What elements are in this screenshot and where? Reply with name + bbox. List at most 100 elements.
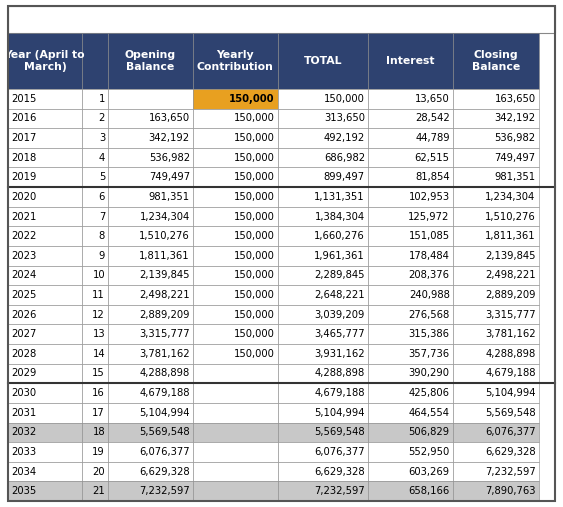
Bar bbox=[278, 285, 368, 305]
Text: 150,000: 150,000 bbox=[234, 290, 275, 300]
Text: 1,660,276: 1,660,276 bbox=[314, 231, 365, 241]
Text: 2,889,209: 2,889,209 bbox=[140, 310, 190, 319]
Text: 6,076,377: 6,076,377 bbox=[314, 447, 365, 457]
Text: 2016: 2016 bbox=[11, 114, 37, 123]
Text: 1,384,304: 1,384,304 bbox=[315, 211, 365, 222]
Bar bbox=[8, 187, 82, 207]
Bar bbox=[193, 187, 278, 207]
Text: 2033: 2033 bbox=[11, 447, 36, 457]
Bar bbox=[82, 481, 108, 501]
Bar bbox=[368, 128, 453, 148]
Bar bbox=[368, 148, 453, 167]
Bar bbox=[82, 226, 108, 246]
Text: 13,650: 13,650 bbox=[415, 94, 450, 104]
Bar bbox=[82, 89, 108, 108]
Bar bbox=[193, 246, 278, 266]
Bar bbox=[193, 33, 278, 89]
Text: 6,629,328: 6,629,328 bbox=[314, 466, 365, 477]
Bar bbox=[8, 246, 82, 266]
Bar bbox=[108, 167, 193, 187]
Bar bbox=[453, 226, 539, 246]
Bar bbox=[278, 324, 368, 344]
Text: 163,650: 163,650 bbox=[494, 94, 535, 104]
Text: 5,569,548: 5,569,548 bbox=[485, 408, 535, 418]
Text: 3,315,777: 3,315,777 bbox=[485, 310, 535, 319]
Text: 8: 8 bbox=[99, 231, 105, 241]
Text: 4,679,188: 4,679,188 bbox=[140, 388, 190, 398]
Text: 9: 9 bbox=[99, 251, 105, 261]
Text: 2034: 2034 bbox=[11, 466, 36, 477]
Text: 150,000: 150,000 bbox=[234, 349, 275, 359]
Bar bbox=[368, 324, 453, 344]
Text: 1,510,276: 1,510,276 bbox=[139, 231, 190, 241]
Bar bbox=[368, 207, 453, 226]
Bar bbox=[8, 285, 82, 305]
Text: 2035: 2035 bbox=[11, 486, 36, 496]
Text: 2019: 2019 bbox=[11, 172, 37, 183]
Bar bbox=[453, 422, 539, 442]
Bar bbox=[82, 108, 108, 128]
Text: 2022: 2022 bbox=[11, 231, 37, 241]
Bar bbox=[193, 108, 278, 128]
Text: 1,811,361: 1,811,361 bbox=[485, 231, 535, 241]
Bar bbox=[278, 108, 368, 128]
Bar bbox=[453, 442, 539, 462]
Bar bbox=[82, 422, 108, 442]
Text: 357,736: 357,736 bbox=[409, 349, 450, 359]
Bar bbox=[82, 148, 108, 167]
Bar bbox=[193, 324, 278, 344]
Text: 150,000: 150,000 bbox=[234, 133, 275, 143]
Text: 981,351: 981,351 bbox=[149, 192, 190, 202]
Bar bbox=[8, 266, 82, 285]
Bar bbox=[278, 422, 368, 442]
Text: 150,000: 150,000 bbox=[234, 192, 275, 202]
Bar bbox=[453, 481, 539, 501]
Text: 151,085: 151,085 bbox=[409, 231, 450, 241]
Bar bbox=[278, 33, 368, 89]
Bar bbox=[8, 462, 82, 481]
Text: 1,234,304: 1,234,304 bbox=[485, 192, 535, 202]
Bar bbox=[108, 324, 193, 344]
Bar bbox=[368, 108, 453, 128]
Text: 4,288,898: 4,288,898 bbox=[140, 369, 190, 379]
Text: 150,000: 150,000 bbox=[234, 172, 275, 183]
Bar bbox=[368, 33, 453, 89]
Bar bbox=[193, 167, 278, 187]
Text: 4: 4 bbox=[99, 153, 105, 163]
Bar bbox=[453, 324, 539, 344]
Text: 2024: 2024 bbox=[11, 270, 36, 280]
Text: 150,000: 150,000 bbox=[234, 270, 275, 280]
Text: 13: 13 bbox=[92, 329, 105, 339]
Text: 2020: 2020 bbox=[11, 192, 36, 202]
Bar bbox=[278, 344, 368, 364]
Text: 3: 3 bbox=[99, 133, 105, 143]
Bar bbox=[108, 285, 193, 305]
Bar bbox=[368, 442, 453, 462]
Bar bbox=[368, 403, 453, 422]
Text: 12: 12 bbox=[92, 310, 105, 319]
Bar bbox=[8, 324, 82, 344]
Text: 2,498,221: 2,498,221 bbox=[485, 270, 535, 280]
Bar bbox=[8, 481, 82, 501]
Bar bbox=[453, 167, 539, 187]
Text: 3,465,777: 3,465,777 bbox=[314, 329, 365, 339]
Text: 3,315,777: 3,315,777 bbox=[139, 329, 190, 339]
Bar bbox=[82, 128, 108, 148]
Bar bbox=[108, 246, 193, 266]
Text: 2031: 2031 bbox=[11, 408, 36, 418]
Bar bbox=[8, 128, 82, 148]
Text: 2,648,221: 2,648,221 bbox=[314, 290, 365, 300]
Bar bbox=[368, 226, 453, 246]
Bar bbox=[278, 226, 368, 246]
Bar bbox=[82, 462, 108, 481]
Text: Year (April to
March): Year (April to March) bbox=[5, 50, 85, 72]
Bar bbox=[82, 442, 108, 462]
Bar bbox=[278, 89, 368, 108]
Bar bbox=[108, 462, 193, 481]
Text: 1,961,361: 1,961,361 bbox=[314, 251, 365, 261]
Text: 6,076,377: 6,076,377 bbox=[139, 447, 190, 457]
Text: 3,781,162: 3,781,162 bbox=[139, 349, 190, 359]
Bar bbox=[368, 383, 453, 403]
Bar bbox=[278, 167, 368, 187]
Bar bbox=[278, 246, 368, 266]
